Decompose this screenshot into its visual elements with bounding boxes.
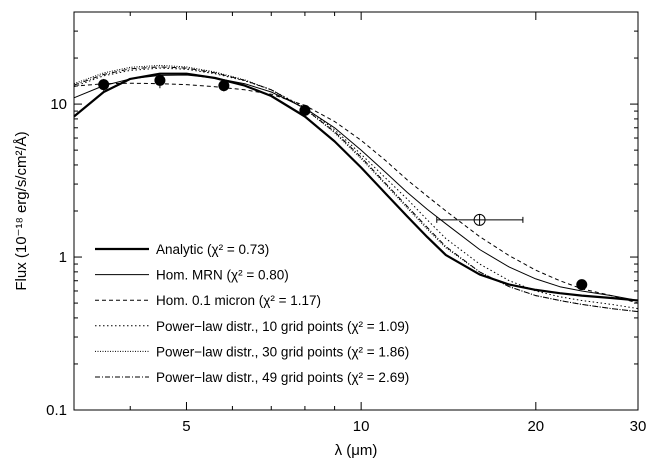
x-axis-label: λ (μm)	[335, 442, 378, 459]
x-tick-label: 30	[630, 418, 647, 435]
legend-label: Power−law distr., 49 grid points (χ² = 2…	[156, 370, 409, 385]
axis-ticks	[74, 11, 639, 411]
x-tick-label: 10	[353, 418, 370, 435]
observation-point-1	[98, 78, 110, 91]
series-line-2	[73, 74, 639, 301]
x-tick-label: 5	[182, 418, 190, 435]
observation-point-2	[154, 73, 166, 89]
observation-point-3	[218, 80, 230, 92]
x-tick-label: 20	[527, 418, 544, 435]
y-tick-label: 10	[50, 96, 67, 113]
series-lines	[73, 64, 639, 313]
observation-point-5	[576, 279, 588, 291]
legend-label: Analytic (χ² = 0.73)	[156, 242, 269, 257]
series-line-6	[73, 66, 639, 313]
legend: Analytic (χ² = 0.73) Hom. MRN (χ² = 0.80)…	[95, 242, 409, 385]
legend-label: Hom. 0.1 micron (χ² = 1.17)	[156, 293, 321, 308]
series-line-3	[73, 82, 639, 304]
observation-points	[98, 73, 588, 291]
legend-label: Power−law distr., 30 grid points (χ² = 1…	[156, 344, 409, 359]
plot-area	[73, 11, 639, 411]
legend-item-2: Hom. MRN (χ² = 0.80)	[95, 268, 289, 283]
y-axis-label: Flux (10⁻¹⁸ erg/s/cm²/Å)	[13, 131, 30, 290]
series-line-1	[73, 72, 639, 302]
y-tick-label: 0.1	[46, 402, 67, 419]
tick-labels: 5 10 20 30 0.1 1 10	[46, 96, 646, 435]
y-tick-label: 1	[59, 249, 67, 266]
legend-item-3: Hom. 0.1 micron (χ² = 1.17)	[95, 293, 321, 308]
legend-item-1: Analytic (χ² = 0.73)	[95, 242, 269, 257]
observation-point-6	[436, 213, 524, 226]
legend-item-4: Power−law distr., 10 grid points (χ² = 1…	[95, 319, 409, 334]
legend-item-5: Power−law distr., 30 grid points (χ² = 1…	[95, 344, 409, 359]
legend-label: Hom. MRN (χ² = 0.80)	[156, 268, 289, 283]
legend-label: Power−law distr., 10 grid points (χ² = 1…	[156, 319, 409, 334]
observation-point-4	[299, 104, 311, 117]
legend-item-6: Power−law distr., 49 grid points (χ² = 2…	[95, 370, 409, 385]
